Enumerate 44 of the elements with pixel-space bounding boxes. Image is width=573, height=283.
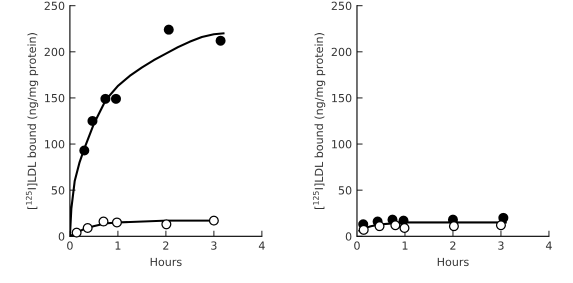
point [399,222,410,234]
point [100,94,110,104]
y-tick-label: 100 [332,140,352,148]
x-tick-label: 3 [498,241,504,250]
point [72,228,82,238]
x-tick-label: 2 [450,241,456,250]
x-tick-label: 1 [116,242,120,250]
x-tick-label: 0 [67,241,73,250]
point [82,222,93,234]
point [112,217,122,228]
y-tick-label: 150 [45,94,64,102]
point [496,220,506,230]
x-axis-title: Hours [438,258,469,266]
point [161,219,172,230]
y-tick-label: 200 [44,48,64,56]
x-tick-label: 4 [258,242,265,250]
x-axis-title: Hours [150,258,182,266]
point [110,94,121,104]
x-tick-label: 2 [163,241,168,250]
point [208,216,219,226]
point [98,216,109,227]
x-tick-label: 1 [402,242,408,250]
point [87,116,98,126]
point [358,224,369,235]
y-tick-label: 250 [332,2,352,10]
y-tick-label: 50 [338,186,352,195]
y-tick-label: 0 [58,232,64,241]
point [448,221,459,232]
y-axis-title: [$^{125}$I]LDL bound (ng/mg protein) [312,33,326,209]
x-tick-label: 3 [211,241,217,250]
y-tick-label: 250 [44,2,64,10]
y-tick-label: 100 [45,140,64,148]
point [164,24,174,35]
point [79,145,90,156]
point [216,36,226,46]
x-tick-label: 0 [354,241,360,250]
x-tick-label: 4 [546,242,552,250]
point [374,221,385,232]
point [390,220,400,230]
y-tick-label: 0 [346,232,352,241]
y-axis-title: [$^{125}$I]LDL bound (ng/mg protein) [26,33,38,209]
y-tick-label: 150 [332,94,352,102]
y-tick-label: 200 [332,48,352,56]
y-tick-label: 50 [52,186,64,195]
